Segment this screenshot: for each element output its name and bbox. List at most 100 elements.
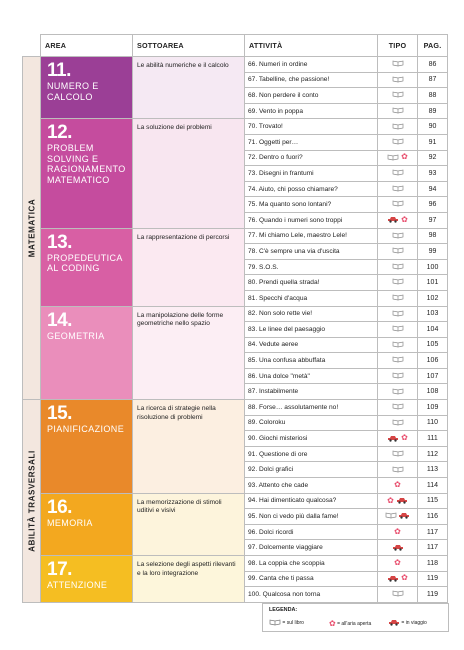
table-row: MATEMATICA 11. NUMERO E CALCOLO Le abilità … (22, 55, 448, 401)
activity-title: 97. Dolcemente viaggiare (244, 539, 378, 556)
subarea-cell: Le abilità numeriche e il calcolo (132, 55, 245, 120)
subarea-cell: La ricerca di strategie nella risoluzion… (132, 399, 245, 494)
activity-page: 98 (417, 227, 448, 245)
activity-type (377, 352, 418, 369)
activity-title: 77. Mi chiamo Lele, maestro Lele! (244, 227, 378, 245)
activity-title: 86. Una dolce "metà" (244, 367, 378, 385)
activity-type: ✿ (377, 477, 418, 494)
table-row: 85. Una confusa abbuffata 106 (23, 352, 448, 369)
area-cell: 12. PROBLEM SOLVING E RAGIONAMENTO MATEMA… (40, 118, 133, 229)
activity-page: 100 (417, 258, 448, 276)
activity-type: ✿ (377, 149, 418, 167)
flower-icon: ✿ (394, 526, 401, 536)
activity-page: 101 (417, 274, 448, 291)
macro-header (22, 34, 41, 57)
book-icon (392, 356, 403, 363)
area-number: 15. (47, 403, 72, 425)
book-icon (392, 185, 403, 192)
legend-item-viaggio: = in viaggio (388, 619, 427, 626)
legend-viaggio-label: = in viaggio (401, 619, 427, 626)
activity-page: 112 (417, 445, 448, 463)
activity-title: 75. Ma quanto sono lontani? (244, 196, 378, 213)
area-cell: 14. GEOMETRIA (40, 305, 133, 401)
activity-title: 85. Una confusa abbuffata (244, 352, 378, 369)
activity-page: 93 (417, 165, 448, 182)
table-row: 16. MEMORIA La memorizzazione di stimoli u… (23, 492, 448, 557)
area-name: ATTENZIONE (47, 580, 108, 590)
activity-page: 115 (417, 492, 448, 510)
activity-type (377, 321, 418, 338)
area-number: 12. (47, 122, 72, 144)
activity-type (377, 165, 418, 182)
activity-title: 87. Instabilmente (244, 383, 378, 401)
subarea-text: La soluzione dei problemi (137, 124, 212, 132)
activity-title: 92. Dolci grafici (244, 461, 378, 479)
book-icon (387, 154, 399, 161)
activity-title: 99. Canta che ti passa (244, 570, 378, 588)
activity-type (377, 196, 418, 213)
macro-area-label: MATEMATICA (27, 198, 36, 258)
activity-type (377, 56, 418, 73)
activity-type (377, 508, 418, 525)
table-row: ABILITÀ TRASVERSALI 15. PIANIFICAZIONE La r… (22, 399, 448, 603)
table-row: 14. GEOMETRIA La manipolazione delle forme… (23, 305, 448, 401)
activity-title: 79. S.O.S. (244, 258, 378, 276)
legend-title: LEGENDA: (269, 607, 298, 613)
activity-title: 90. Giochi misteriosi (244, 430, 378, 447)
activity-title: 73. Disegni in frantumi (244, 165, 378, 182)
activity-title: 74. Aiuto, chi posso chiamare? (244, 180, 378, 198)
book-icon (392, 91, 403, 98)
activity-title: 83. Le linee del paesaggio (244, 321, 378, 338)
table-row: 93. Attento che cade ✿ 114 (23, 477, 448, 494)
book-icon (392, 310, 403, 316)
activity-page: 113 (417, 461, 448, 479)
activity-page: 105 (417, 336, 448, 354)
flower-icon: ✿ (401, 214, 408, 224)
activity-page: 91 (417, 133, 448, 151)
subarea-cell: La soluzione dei problemi (132, 118, 245, 229)
book-icon (392, 279, 403, 285)
activity-type: ✿ (377, 430, 418, 447)
activity-title: 70. Trovato! (244, 118, 378, 135)
activity-page: 111 (417, 430, 448, 447)
activity-page: 102 (417, 289, 448, 307)
area-number: 14. (47, 309, 72, 331)
activity-type (377, 118, 418, 135)
table-row: 13. PROPEDEUTICA AL CODING La rappresentaz… (23, 227, 448, 307)
book-icon (392, 201, 403, 207)
tipo-header: TIPO (377, 34, 418, 57)
area-cell: 11. NUMERO E CALCOLO (40, 55, 133, 120)
book-icon (269, 619, 281, 626)
car-icon (388, 217, 399, 224)
table-body: MATEMATICA 11. NUMERO E CALCOLO Le abilità … (22, 55, 448, 603)
activity-page: 92 (417, 149, 448, 167)
book-icon (392, 76, 403, 83)
activity-type: ✿ (377, 211, 418, 229)
activity-title: 100. Qualcosa non torna (244, 586, 378, 603)
car-icon (396, 498, 407, 504)
subarea-text: Le abilità numeriche e il calcolo (137, 62, 229, 69)
table-row: 80. Prendi quella strada! 101 (23, 274, 448, 291)
flower-icon: ✿ (387, 495, 394, 505)
activity-title: 96. Dolci ricordi (244, 523, 378, 541)
activity-title: 82. Non solo rette vie! (244, 305, 378, 323)
activity-page: 109 (417, 399, 448, 416)
flower-icon: ✿ (329, 619, 336, 628)
activity-type: ✿ (377, 570, 418, 588)
subarea-text: La ricerca di strategie nella risoluzion… (137, 405, 216, 421)
book-icon (392, 138, 403, 145)
activity-type (377, 539, 418, 556)
activity-type (377, 87, 418, 104)
area-number: 16. (47, 496, 72, 518)
subarea-cell: La manipolazione delle forme geometriche… (132, 305, 245, 401)
car-icon (388, 435, 399, 442)
legend-item-aperto: ✿ = all'aria aperta (329, 619, 371, 628)
activity-page: 103 (417, 305, 448, 323)
activity-type (377, 461, 418, 479)
subarea-cell: La selezione degli aspetti rilevanti e l… (132, 555, 245, 603)
subarea-text: La memorizzazione di stimoli uditivi e v… (137, 498, 222, 515)
table-row: 67. Tabelline, che passione! 87 (23, 71, 448, 89)
activity-type (377, 586, 418, 603)
activity-type (377, 243, 418, 260)
activity-title: 95. Non ci vedo più dalla fame! (244, 508, 378, 525)
